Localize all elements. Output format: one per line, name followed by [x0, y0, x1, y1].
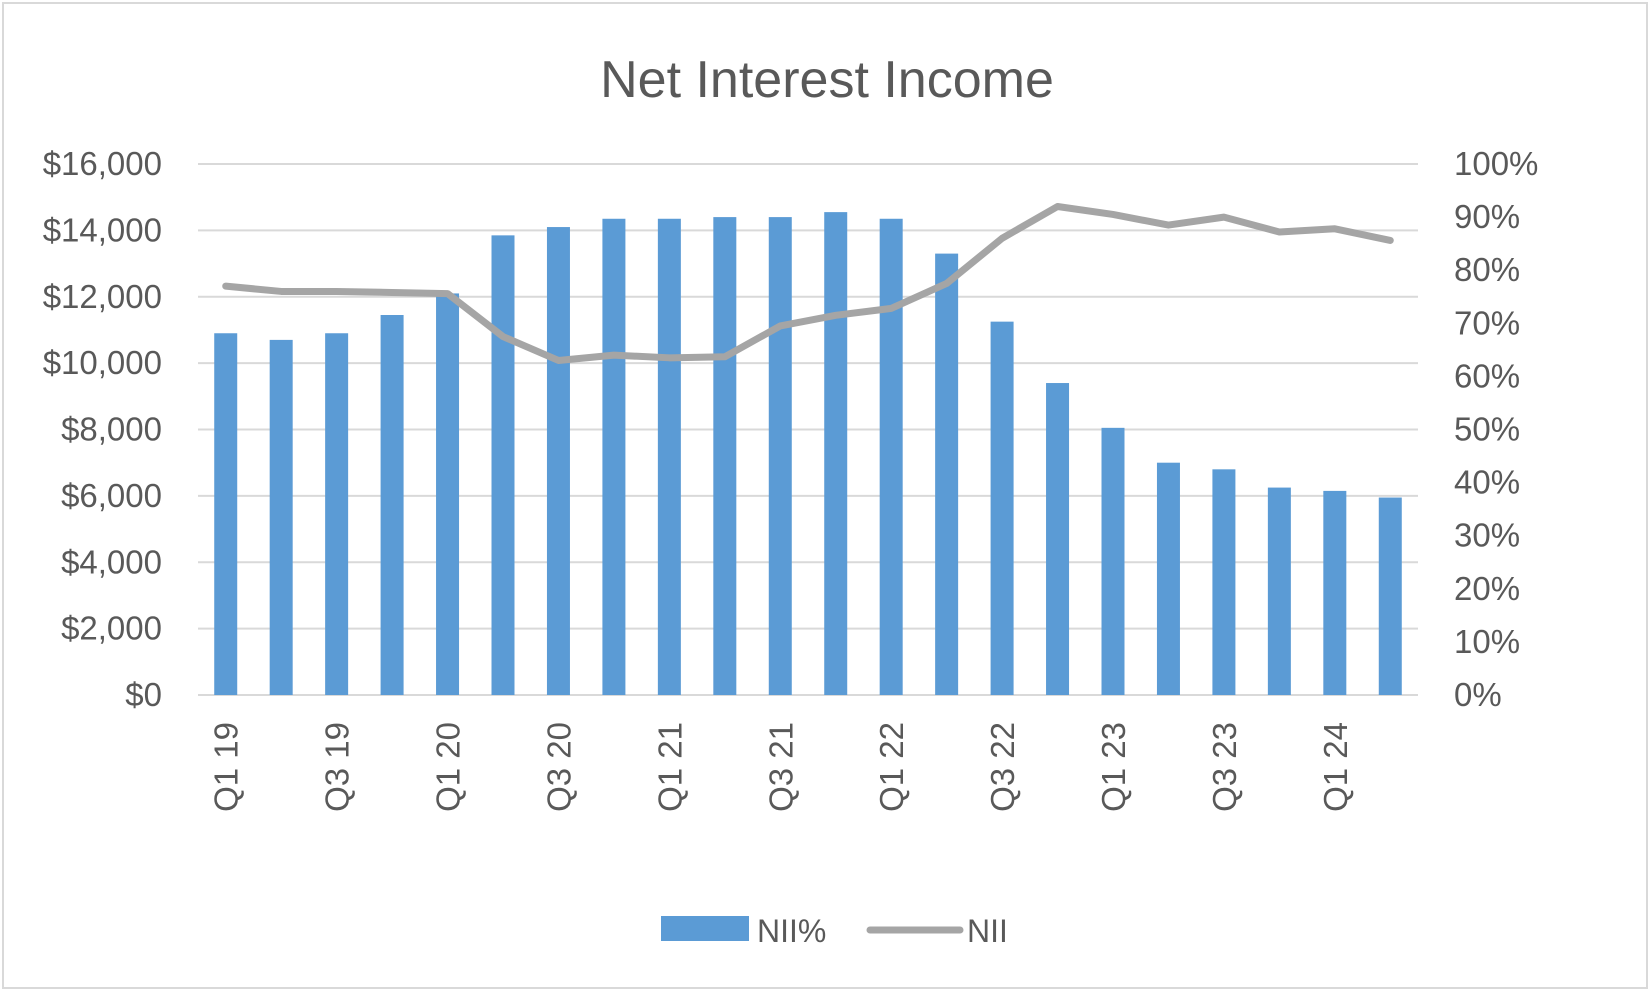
legend-label-nii: NII [967, 913, 1008, 949]
y-right-tick-label: 10% [1454, 623, 1520, 660]
y-left-tick-label: $16,000 [43, 145, 162, 182]
y-right-tick-label: 70% [1454, 304, 1520, 341]
legend-swatch-nii-percent [661, 916, 749, 941]
y-right-tick-label: 0% [1454, 676, 1502, 713]
y-left-tick-label: $14,000 [43, 211, 162, 248]
y-right-tick-label: 90% [1454, 198, 1520, 235]
bar-q1-22 [879, 218, 903, 695]
x-tick-label: Q1 24 [1317, 722, 1354, 812]
bar-q1-21 [657, 218, 681, 695]
nii-line-series [222, 202, 1394, 364]
bar-q2-22 [935, 253, 959, 695]
x-axis-ticks: Q1 19 Q3 19 Q1 20 Q3 20 Q1 21 Q3 21 Q1 22 Q3 22… [208, 722, 1354, 812]
x-tick-label: Q1 22 [873, 722, 910, 812]
x-tick-label: Q3 21 [762, 722, 799, 812]
bar-q4-20 [602, 218, 626, 695]
x-tick-label: Q3 19 [319, 722, 356, 812]
bar-q2-23 [1156, 462, 1180, 695]
bar-q1-20 [436, 293, 460, 695]
bar-q2-24 [1378, 497, 1402, 695]
bar-q3-22 [990, 321, 1014, 695]
y-right-tick-label: 20% [1454, 570, 1520, 607]
bar-q1-23 [1101, 427, 1125, 695]
y-right-tick-label: 80% [1454, 251, 1520, 288]
chart-title: Net Interest Income [600, 51, 1054, 109]
bar-q2-21 [713, 217, 737, 695]
bar-q3-19 [325, 333, 349, 695]
net-interest-income-chart: Net Interest Income $0 $2,000 $4,000 $6,000… [43, 51, 1539, 949]
bar-q3-23 [1212, 469, 1236, 695]
bar-q4-19 [380, 315, 404, 695]
y-left-tick-label: $2,000 [61, 610, 162, 647]
right-axis-ticks: 0% 10% 20% 30% 40% 50% 60% 70% 80% 90% 100% [1454, 145, 1538, 713]
y-left-tick-label: $8,000 [61, 411, 162, 448]
x-tick-label: Q1 21 [651, 722, 688, 812]
y-right-tick-label: 50% [1454, 411, 1520, 448]
legend: NII% NII [661, 913, 1008, 949]
nii-percent-bars [214, 212, 1402, 695]
bar-q3-21 [768, 217, 792, 695]
x-tick-label: Q1 20 [430, 722, 467, 812]
x-tick-label: Q3 22 [984, 722, 1021, 812]
x-tick-label: Q3 23 [1206, 722, 1243, 812]
y-left-tick-label: $10,000 [43, 344, 162, 381]
bar-q3-20 [546, 227, 570, 695]
bar-q1-19 [214, 333, 238, 695]
y-right-tick-label: 30% [1454, 517, 1520, 554]
bar-q2-20 [491, 235, 515, 695]
bar-q4-21 [824, 212, 848, 695]
x-tick-label: Q1 19 [208, 722, 245, 812]
legend-label-nii-percent: NII% [757, 913, 826, 949]
bar-q2-19 [269, 339, 293, 695]
bar-q4-22 [1046, 383, 1070, 695]
bar-q4-23 [1267, 487, 1291, 695]
x-tick-label: Q1 23 [1095, 722, 1132, 812]
y-left-tick-label: $6,000 [61, 477, 162, 514]
y-right-tick-label: 100% [1454, 145, 1538, 182]
nii-line [222, 202, 1394, 364]
left-axis-ticks: $0 $2,000 $4,000 $6,000 $8,000 $10,000 $12,000… [43, 145, 162, 713]
y-left-tick-label: $4,000 [61, 543, 162, 580]
y-right-tick-label: 40% [1454, 464, 1520, 501]
bar-q1-24 [1323, 490, 1347, 695]
x-tick-label: Q3 20 [540, 722, 577, 812]
y-left-tick-label: $12,000 [43, 278, 162, 315]
y-left-tick-label: $0 [125, 676, 162, 713]
y-right-tick-label: 60% [1454, 357, 1520, 394]
